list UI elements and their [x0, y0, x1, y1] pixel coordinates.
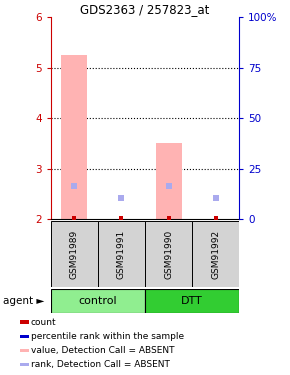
Text: GSM91989: GSM91989	[70, 230, 79, 279]
Text: GSM91990: GSM91990	[164, 230, 173, 279]
Bar	[156, 144, 182, 219]
Bar	[51, 221, 98, 287]
Text: GSM91991: GSM91991	[117, 230, 126, 279]
Text: control: control	[79, 296, 117, 306]
Bar	[20, 321, 29, 324]
Bar	[145, 289, 239, 313]
Bar	[20, 334, 29, 338]
Bar	[98, 221, 145, 287]
Text: GSM91992: GSM91992	[211, 230, 220, 279]
Text: percentile rank within the sample: percentile rank within the sample	[31, 332, 184, 340]
Bar	[20, 349, 29, 352]
Bar	[61, 55, 87, 219]
Text: count: count	[31, 318, 57, 327]
Bar	[192, 221, 239, 287]
Bar	[145, 221, 192, 287]
Text: DTT: DTT	[181, 296, 203, 306]
Bar	[20, 363, 29, 366]
Text: agent ►: agent ►	[3, 296, 44, 306]
Text: value, Detection Call = ABSENT: value, Detection Call = ABSENT	[31, 346, 174, 355]
Title: GDS2363 / 257823_at: GDS2363 / 257823_at	[80, 3, 210, 16]
Bar	[51, 289, 145, 313]
Text: rank, Detection Call = ABSENT: rank, Detection Call = ABSENT	[31, 360, 170, 369]
